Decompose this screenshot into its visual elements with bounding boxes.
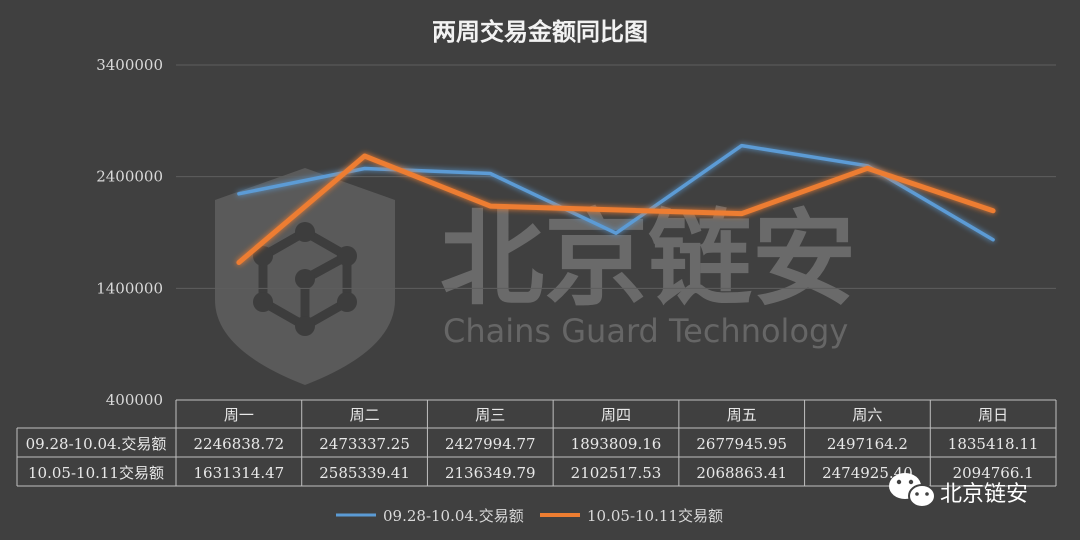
watermark-name-en: Chains Guard Technology	[443, 312, 848, 350]
series-name-cell: 09.28-10.04.交易额	[26, 435, 167, 453]
y-tick-label: 2400000	[96, 168, 163, 186]
data-label: 2473337.25	[319, 435, 410, 453]
series-name-cell: 10.05-10.11交易额	[28, 464, 164, 482]
watermark-name-cn: 北京链安	[440, 198, 856, 320]
x-tick-label: 周日	[978, 406, 1008, 424]
data-label: 2136349.79	[445, 464, 536, 482]
data-label: 2585339.41	[319, 464, 410, 482]
data-label: 2094766.1	[953, 464, 1034, 482]
x-tick-label: 周一	[224, 406, 254, 424]
legend-entry: 09.28-10.04.交易额	[383, 507, 524, 525]
data-label: 2068863.41	[696, 464, 787, 482]
y-tick-label: 1400000	[96, 279, 163, 297]
y-tick-label: 3400000	[96, 56, 163, 74]
y-axis: 3400000 2400000 1400000 400000	[96, 56, 163, 409]
legend-entry: 10.05-10.11交易额	[587, 507, 723, 525]
legend: 09.28-10.04.交易额 10.05-10.11交易额	[336, 507, 723, 525]
data-label: 2102517.53	[571, 464, 662, 482]
wechat-icon	[889, 473, 936, 508]
data-label: 1835418.11	[948, 435, 1039, 453]
data-label: 2497164.2	[827, 435, 908, 453]
data-label: 2474925.40	[822, 464, 913, 482]
badge-label: 北京链安	[940, 482, 1028, 507]
data-label: 2246838.72	[194, 435, 285, 453]
data-label: 2677945.95	[696, 435, 787, 453]
wechat-badge: 北京链安	[889, 473, 1028, 508]
y-tick-label: 400000	[106, 391, 163, 409]
data-label: 1631314.47	[194, 464, 285, 482]
x-tick-label: 周六	[852, 406, 882, 424]
x-tick-label: 周三	[475, 406, 505, 424]
series-lines	[236, 143, 996, 265]
x-tick-label: 周二	[350, 406, 380, 424]
data-table: 周一 周二 周三 周四 周五 周六 周日 09.28-10.04.交易额 2246838.72 2…	[16, 399, 1057, 487]
watermark: 北京链安 Chains Guard Technology	[215, 168, 856, 385]
data-label: 1893809.16	[571, 435, 662, 453]
x-tick-label: 周四	[601, 406, 631, 424]
chart-title: 两周交易金额同比图	[432, 18, 648, 46]
x-tick-label: 周五	[727, 406, 757, 424]
data-label: 2427994.77	[445, 435, 536, 453]
